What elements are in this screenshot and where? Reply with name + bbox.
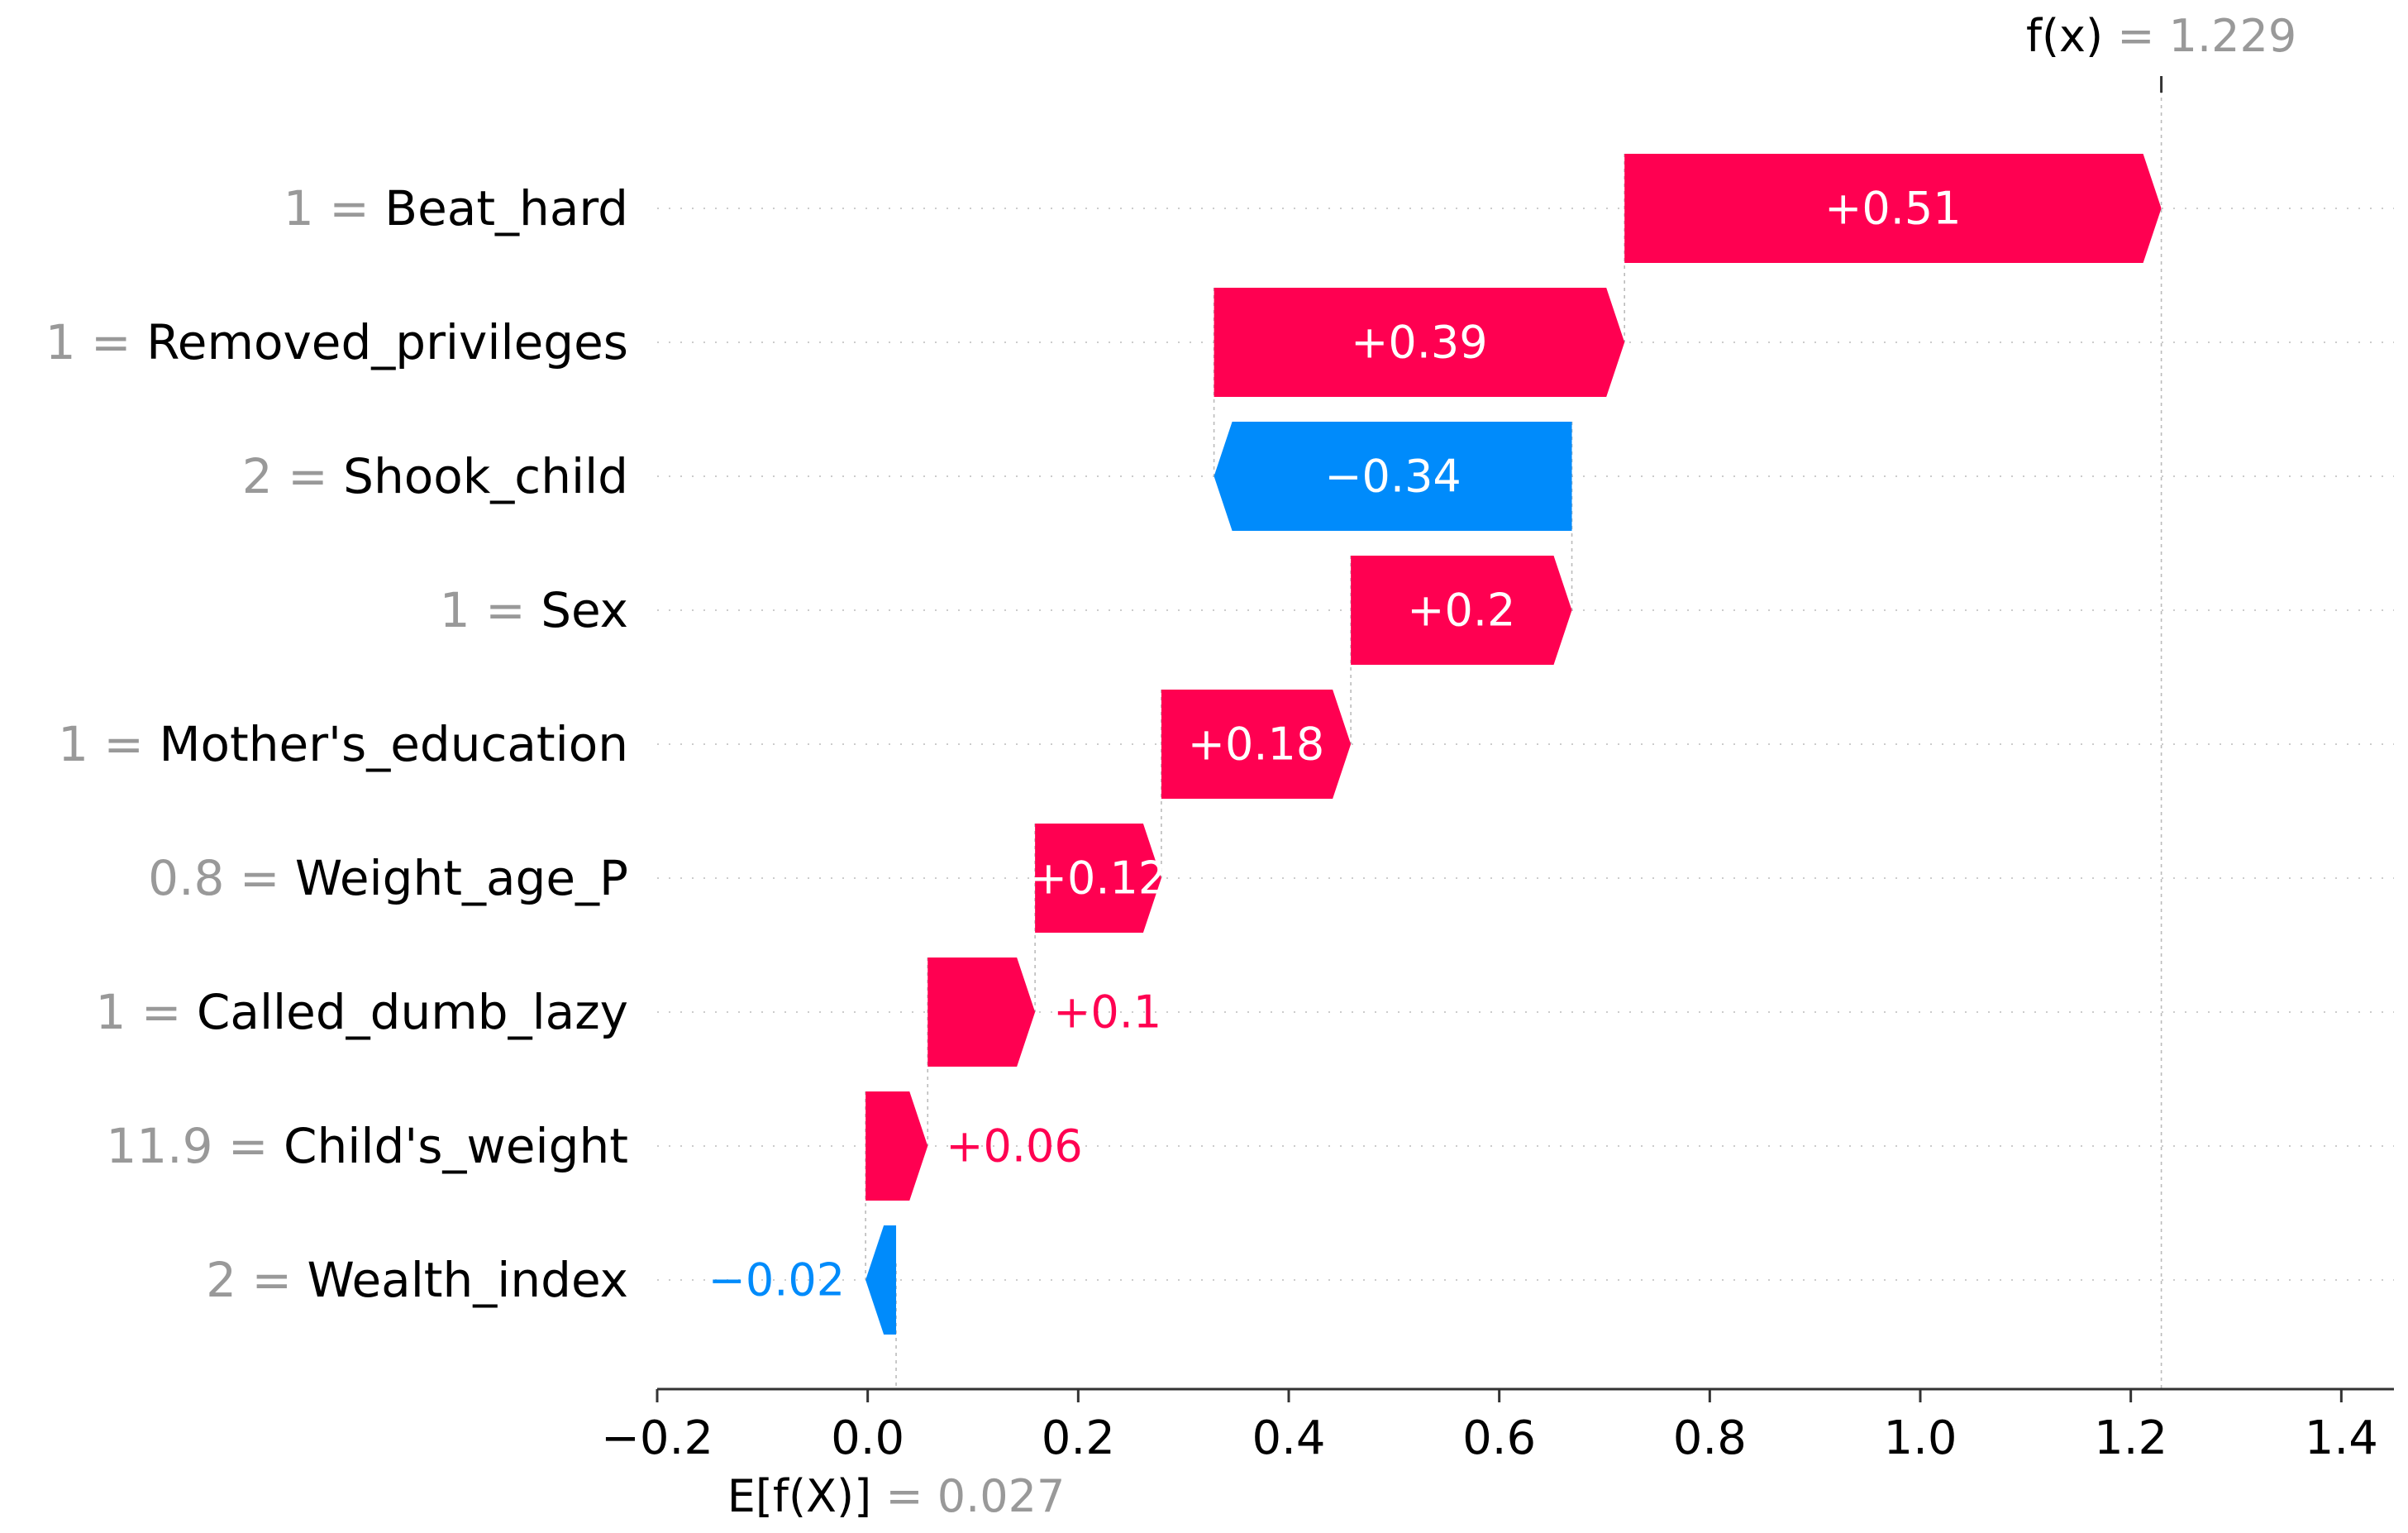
x-tick-label: 0.2 (1042, 1411, 1115, 1465)
base-value-annotation: E[f(X)] = 0.027 (727, 1470, 1066, 1522)
shap-bar (865, 1225, 897, 1335)
feature-label: 2 = Shook_child (242, 448, 628, 504)
feature-label: 1 = Sex (440, 582, 628, 638)
feature-value: 0.8 (148, 850, 224, 906)
feature-value: 1 (58, 716, 88, 772)
equals-sign: = (273, 448, 343, 504)
feature-name: Mother's_education (159, 716, 628, 772)
feature-name: Wealth_index (308, 1252, 628, 1308)
feature-name: Removed_privileges (146, 314, 628, 370)
feature-name: Sex (541, 582, 628, 638)
shap-bar (1214, 422, 1572, 531)
equals-sign: = (126, 984, 196, 1040)
bar-value-label: +0.18 (1188, 719, 1324, 771)
feature-label: 1 = Mother's_education (58, 716, 628, 772)
x-tick-label: 0.0 (831, 1411, 904, 1465)
feature-name: Child's_weight (284, 1118, 628, 1174)
feature-value: 11.9 (106, 1118, 212, 1174)
base-value-label: E[f(X)] (727, 1470, 871, 1522)
feature-label: 0.8 = Weight_age_P (148, 850, 628, 906)
output-value-number: = 1.229 (2103, 10, 2296, 62)
shap-bar (1035, 824, 1161, 933)
equals-sign: = (236, 1252, 307, 1308)
equals-sign: = (76, 314, 146, 370)
feature-name: Called_dumb_lazy (197, 984, 628, 1040)
x-tick-label: −0.2 (601, 1411, 713, 1465)
bar-value-label: +0.1 (1053, 986, 1161, 1039)
x-axis: −0.2 0.0 0.2 0.4 0.6 0.8 1.0 1.2 1.4 E[f(X)] = 0.… (601, 10, 2394, 1522)
shap-bar (1161, 690, 1352, 799)
output-value-label: f(x) (2026, 10, 2103, 62)
x-tick-label: 1.4 (2305, 1411, 2378, 1465)
feature-label: 1 = Called_dumb_lazy (96, 984, 628, 1040)
feature-name: Beat_hard (384, 180, 628, 236)
x-tick-label: 0.8 (1673, 1411, 1747, 1465)
x-tick-label: 0.6 (1462, 1411, 1536, 1465)
output-value-annotation: f(x) = 1.229 (2026, 10, 2296, 62)
shap-bar (1214, 288, 1625, 397)
feature-label: 11.9 = Child's_weight (106, 1118, 628, 1174)
equals-sign: = (212, 1118, 283, 1174)
equals-sign: = (88, 716, 159, 772)
bar-value-label: +0.39 (1351, 317, 1487, 369)
shap-bar (927, 958, 1036, 1067)
feature-value: 1 (284, 180, 314, 236)
bar-value-label: +0.06 (946, 1120, 1082, 1172)
feature-name: Weight_age_P (295, 850, 628, 906)
feature-value: 2 (242, 448, 273, 504)
x-tick-label: 0.4 (1252, 1411, 1325, 1465)
feature-value: 1 (96, 984, 126, 1040)
x-tick-label: 1.2 (2094, 1411, 2167, 1465)
bar-layer: +0.51 +0.39 −0.34 +0.2 +0.18 +0.12 +0.1 +0.06 −0… (708, 154, 2162, 1335)
feature-value: 1 (45, 314, 76, 370)
equals-sign: = (314, 180, 384, 236)
base-value-number: = 0.027 (871, 1470, 1065, 1522)
shap-bar (1624, 154, 2162, 263)
feature-name: Shook_child (343, 448, 628, 504)
bar-value-label: −0.34 (1324, 451, 1461, 503)
feature-label: 2 = Wealth_index (206, 1252, 628, 1308)
feature-label: 1 = Removed_privileges (45, 314, 628, 370)
shap-bar (865, 1091, 928, 1201)
shap-bar (1351, 556, 1572, 665)
connector-layer (865, 76, 2163, 1389)
bar-value-label: +0.51 (1824, 183, 1961, 235)
x-tick-label: 1.0 (1883, 1411, 1957, 1465)
equals-sign: = (224, 850, 294, 906)
equals-sign: = (470, 582, 541, 638)
bar-value-label: −0.02 (708, 1254, 845, 1306)
feature-label: 1 = Beat_hard (284, 180, 628, 236)
bar-value-label: +0.12 (1030, 852, 1166, 905)
feature-value: 2 (206, 1252, 236, 1308)
bar-value-label: +0.2 (1407, 585, 1515, 637)
feature-value: 1 (440, 582, 470, 638)
